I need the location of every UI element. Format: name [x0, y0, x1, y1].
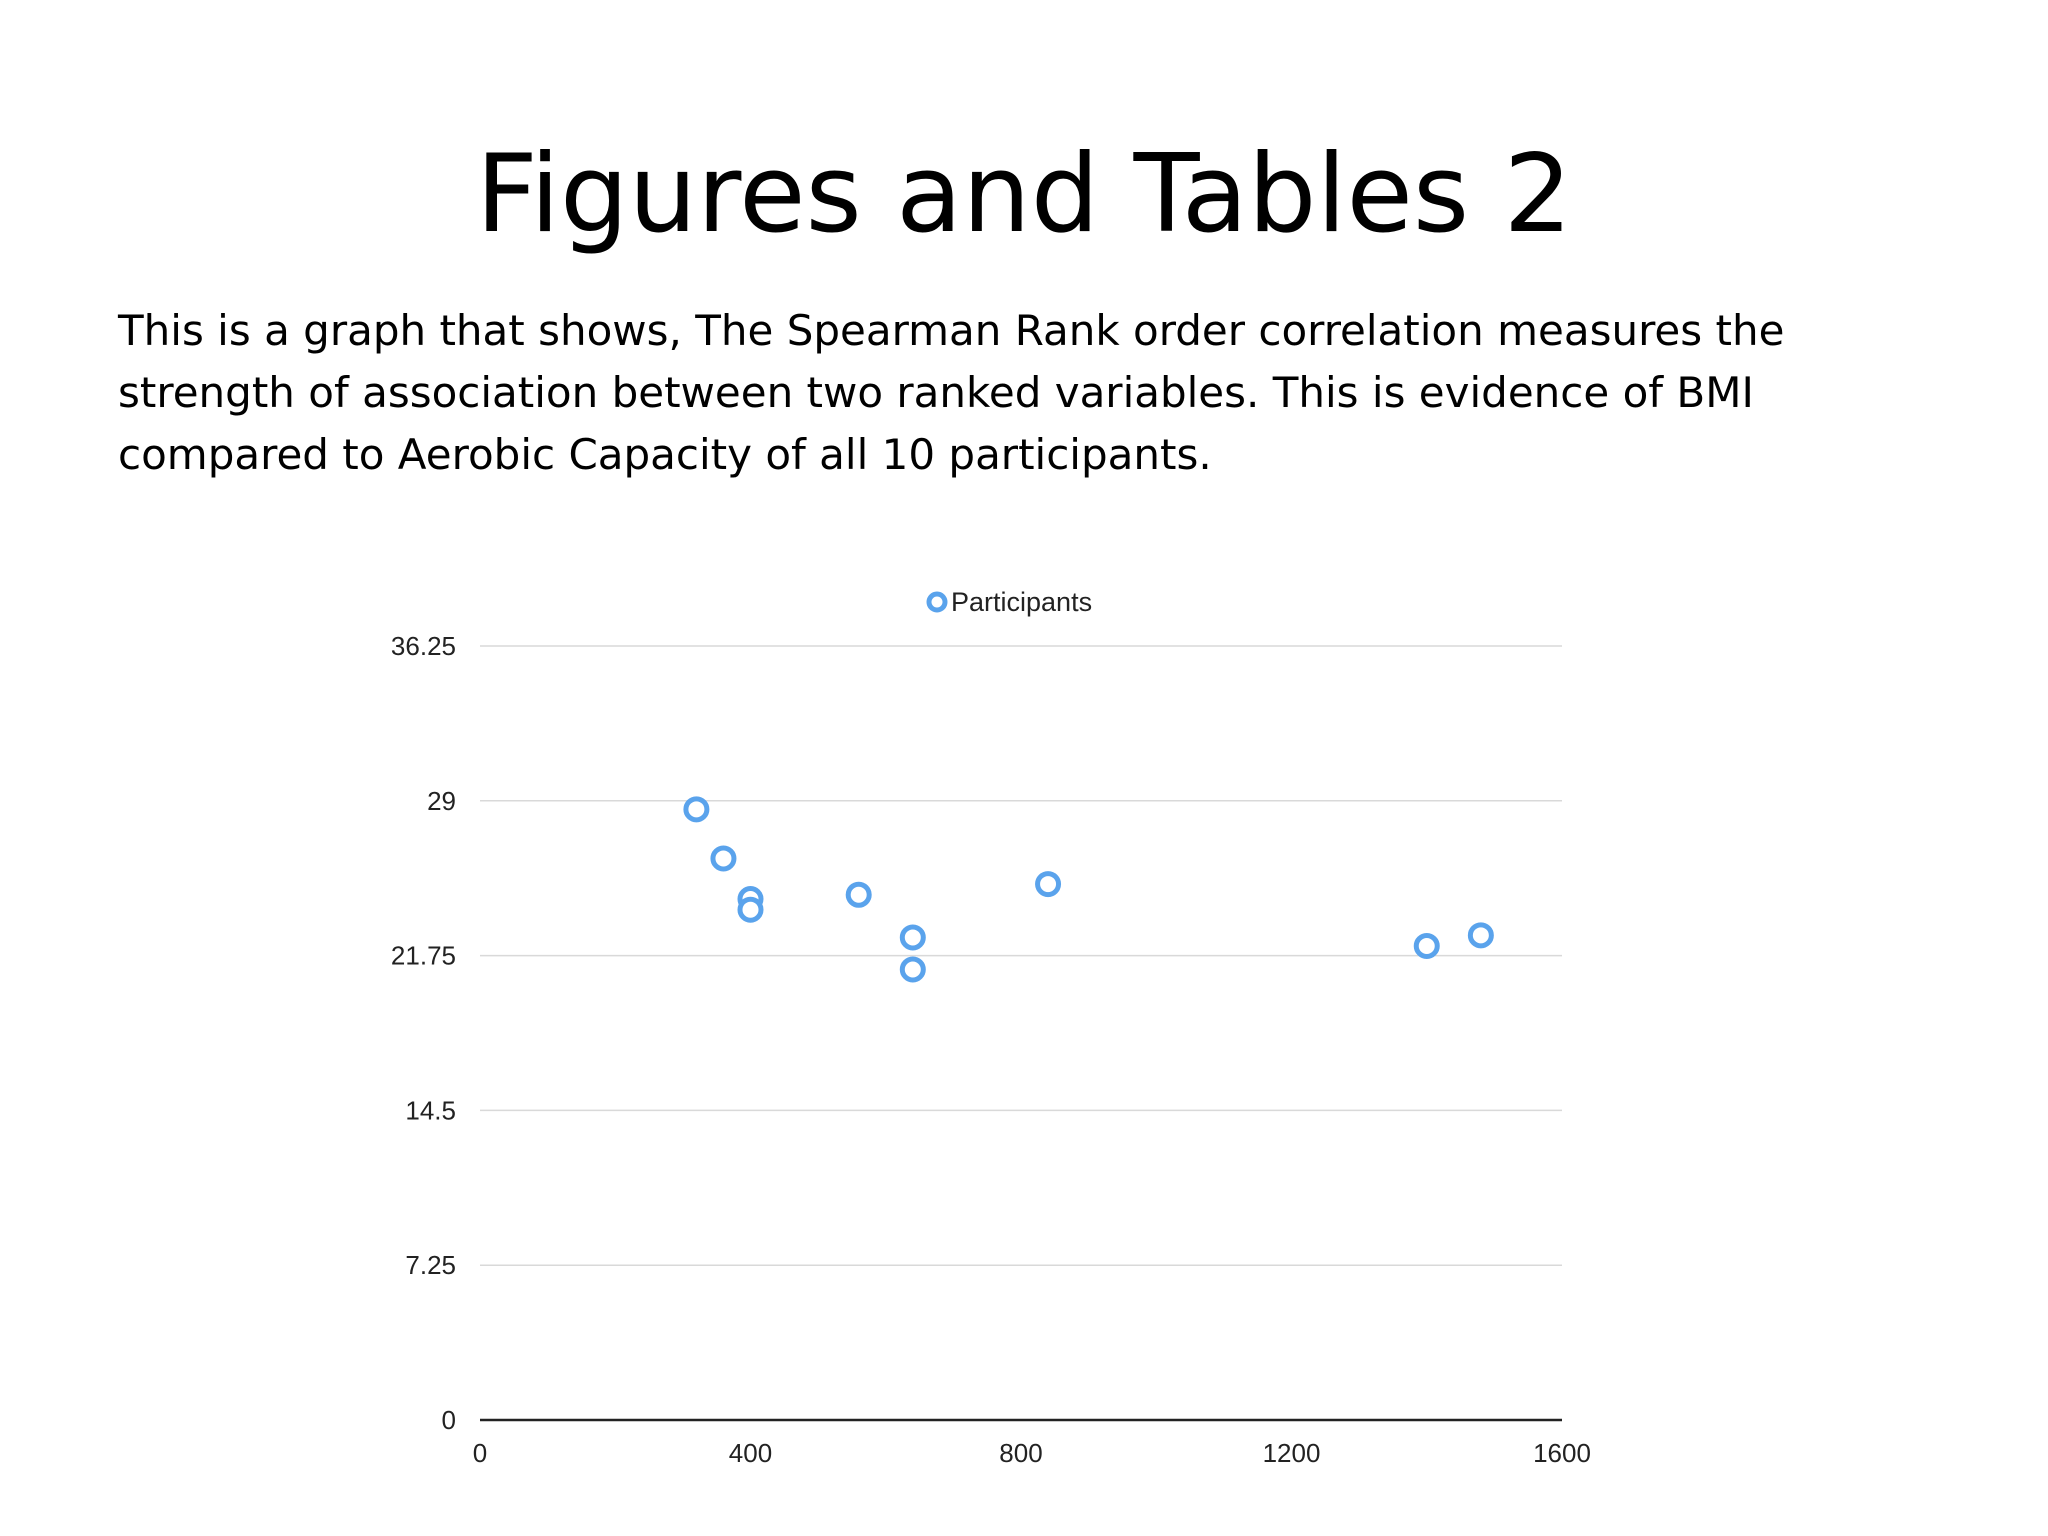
y-tick-label: 29 [427, 786, 456, 816]
x-tick-label: 1200 [1263, 1438, 1321, 1468]
slide-title: Figures and Tables 2 [475, 132, 1573, 257]
slide-description: This is a graph that shows, The Spearman… [118, 306, 1785, 479]
data-point [683, 796, 710, 823]
x-tick-label: 400 [729, 1438, 772, 1468]
y-tick-label: 36.25 [391, 631, 456, 661]
x-axis-tick-labels: 0 400 800 1200 1600 [473, 1438, 1591, 1468]
x-tick-label: 0 [473, 1438, 487, 1468]
data-points [683, 796, 1494, 983]
legend-label: Participants [951, 587, 1092, 617]
data-point [1035, 871, 1062, 898]
data-point [710, 845, 737, 872]
y-tick-label: 0 [442, 1405, 456, 1435]
y-axis-tick-labels: 0 7.25 14.5 21.75 29 36.25 [391, 631, 456, 1435]
data-point [1467, 922, 1494, 949]
x-tick-label: 800 [999, 1438, 1042, 1468]
y-tick-label: 7.25 [405, 1250, 456, 1280]
data-point [899, 924, 926, 951]
data-point [845, 881, 872, 908]
data-point [899, 956, 926, 983]
legend-marker-icon [926, 591, 948, 613]
y-tick-label: 21.75 [391, 941, 456, 971]
x-tick-label: 1600 [1533, 1438, 1591, 1468]
data-point [1413, 932, 1440, 959]
legend: Participants [926, 587, 1092, 617]
gridlines [480, 645, 1562, 1266]
y-tick-label: 14.5 [405, 1095, 456, 1125]
data-point [737, 896, 764, 923]
